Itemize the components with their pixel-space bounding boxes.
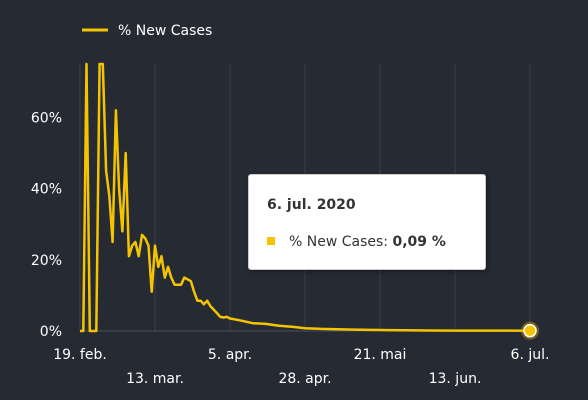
hover-point[interactable] <box>521 321 539 340</box>
tooltip-value: 0,09 % <box>392 234 446 250</box>
y-tick-label: 60% <box>31 110 62 126</box>
legend[interactable]: % New Cases <box>82 23 212 39</box>
y-axis-ticks: 0% 20% 40% 60% <box>31 110 62 340</box>
x-axis-ticks: 19. feb. 13. mar. 5. apr. 28. apr. 21. mai 13… <box>53 347 549 387</box>
x-tick-label: 13. mar. <box>126 371 184 387</box>
tooltip: 6. jul. 2020 % New Cases: 0,09 % <box>248 174 486 270</box>
tooltip-date: 6. jul. 2020 <box>267 197 356 213</box>
y-tick-label: 0% <box>40 324 62 340</box>
tooltip-series-label: % New Cases: <box>289 234 393 250</box>
x-tick-label: 13. jun. <box>429 371 482 387</box>
series-layer <box>80 62 531 333</box>
hover-marker[interactable] <box>523 323 537 338</box>
series-line <box>80 62 531 333</box>
legend-label: % New Cases <box>118 23 212 39</box>
y-tick-label: 20% <box>31 253 62 269</box>
x-tick-label: 19. feb. <box>53 347 107 363</box>
x-tick-label: 5. apr. <box>208 347 252 363</box>
x-tick-label: 21. mai <box>354 347 407 363</box>
x-tick-label: 28. apr. <box>278 371 331 387</box>
tooltip-row: % New Cases: 0,09 % <box>267 234 446 250</box>
x-tick-label: 6. jul. <box>511 347 550 363</box>
tooltip-series-marker <box>267 237 275 245</box>
y-tick-label: 40% <box>31 182 62 198</box>
